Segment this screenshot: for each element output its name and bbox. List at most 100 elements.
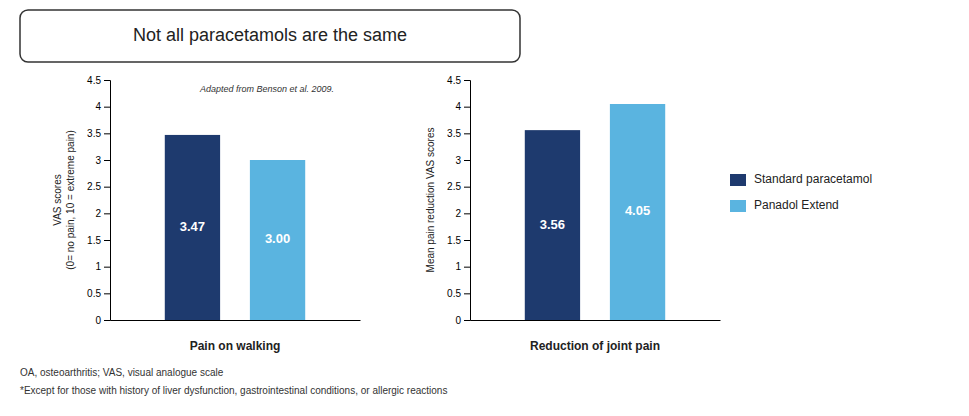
y-tick-mark bbox=[104, 240, 110, 241]
title-box: Not all paracetamols are the same bbox=[20, 10, 520, 62]
legend-swatch bbox=[730, 200, 746, 212]
y-tick-mark bbox=[464, 240, 470, 241]
data-labels: 3.56 4.05 bbox=[540, 203, 650, 231]
y-tick-label: 4.5 bbox=[87, 75, 101, 86]
y-axis-line bbox=[464, 81, 471, 321]
x-axis-title: Reduction of joint pain bbox=[530, 339, 660, 353]
y-tick-label: 3 bbox=[95, 155, 101, 166]
y-tick-mark bbox=[464, 267, 470, 268]
y-tick-label: 3.5 bbox=[87, 128, 101, 139]
y-tick: 1.5 bbox=[447, 235, 470, 246]
y-tick-mark bbox=[104, 267, 110, 268]
bars bbox=[165, 135, 305, 320]
legend-item: Standard paracetamol bbox=[730, 172, 872, 186]
y-tick: 4 bbox=[95, 101, 110, 112]
annotation: Adapted from Benson et al. 2009. bbox=[199, 84, 334, 94]
data-label: 3.47 bbox=[180, 219, 205, 234]
x-axis-line bbox=[111, 320, 361, 321]
y-tick-label: 0.5 bbox=[87, 288, 101, 299]
y-axis: 0 0.5 1 1.5 2 2.5 3 3.5 4 4.5 bbox=[87, 75, 110, 326]
y-tick-mark bbox=[104, 187, 110, 188]
bars bbox=[525, 104, 665, 320]
y-tick-label: 0 bbox=[95, 315, 101, 326]
y-tick-mark bbox=[104, 213, 110, 214]
y-tick: 4 bbox=[455, 101, 470, 112]
y-tick-label: 1 bbox=[95, 261, 101, 272]
y-tick: 3 bbox=[95, 155, 110, 166]
y-tick: 0.5 bbox=[447, 288, 470, 299]
bar bbox=[165, 135, 220, 320]
title: Not all paracetamols are the same bbox=[133, 25, 407, 45]
y-axis: 0 0.5 1 1.5 2 2.5 3 3.5 4 4.5 bbox=[447, 75, 470, 326]
y-tick: 3.5 bbox=[87, 128, 110, 139]
bar bbox=[525, 130, 580, 320]
y-axis-title: Mean pain reduction VAS scores bbox=[425, 128, 436, 273]
data-label: 3.56 bbox=[540, 217, 565, 232]
y-tick: 3 bbox=[455, 155, 470, 166]
y-tick-mark bbox=[464, 187, 470, 188]
y-tick-mark bbox=[464, 320, 470, 321]
chart-root: Not all paracetamols are the same 0 0.5 1 1.… bbox=[0, 0, 969, 416]
data-label: 3.00 bbox=[265, 231, 290, 246]
bar bbox=[610, 104, 665, 320]
y-tick: 1 bbox=[455, 261, 470, 272]
y-axis-title: VAS scores(0= no pain, 10 = extreme pain… bbox=[52, 130, 76, 270]
y-tick: 2 bbox=[95, 208, 110, 219]
legend: Standard paracetamol Panadol Extend bbox=[730, 172, 872, 212]
y-axis-title-line: VAS scores bbox=[52, 174, 63, 226]
x-axis-title: Pain on walking bbox=[190, 339, 281, 353]
legend-item: Panadol Extend bbox=[730, 198, 839, 212]
y-tick-mark bbox=[464, 133, 470, 134]
legend-label: Standard paracetamol bbox=[754, 172, 872, 186]
y-tick: 0 bbox=[95, 315, 110, 326]
y-tick: 3.5 bbox=[447, 128, 470, 139]
y-tick: 1 bbox=[95, 261, 110, 272]
y-tick-label: 2.5 bbox=[87, 181, 101, 192]
y-tick-mark bbox=[464, 213, 470, 214]
y-tick-label: 2.5 bbox=[447, 181, 461, 192]
y-tick: 2 bbox=[455, 208, 470, 219]
y-tick-mark bbox=[104, 293, 110, 294]
data-label: 4.05 bbox=[625, 203, 650, 218]
y-tick-label: 1.5 bbox=[87, 235, 101, 246]
y-tick-mark bbox=[464, 107, 470, 108]
data-labels: 3.47 3.00 bbox=[180, 219, 290, 247]
y-tick-label: 1 bbox=[455, 261, 461, 272]
y-tick-label: 2 bbox=[455, 208, 461, 219]
y-tick-label: 0 bbox=[455, 315, 461, 326]
y-axis-line bbox=[104, 81, 111, 321]
y-tick: 4.5 bbox=[87, 75, 110, 86]
y-tick-label: 4 bbox=[95, 101, 101, 112]
title-frame bbox=[20, 10, 520, 62]
y-tick: 4.5 bbox=[447, 75, 470, 86]
y-tick-mark bbox=[104, 80, 110, 81]
y-tick-label: 1.5 bbox=[447, 235, 461, 246]
footnote: *Except for those with history of liver … bbox=[20, 385, 447, 396]
plot: 0 0.5 1 1.5 2 2.5 3 3.5 4 4.5 3.56 4.05 Reduction of… bbox=[425, 75, 721, 353]
y-tick-label: 3.5 bbox=[447, 128, 461, 139]
y-tick-label: 3 bbox=[455, 155, 461, 166]
x-axis bbox=[471, 320, 721, 322]
x-axis-line bbox=[471, 320, 721, 321]
y-tick: 2.5 bbox=[87, 181, 110, 192]
y-tick: 0 bbox=[455, 315, 470, 326]
legend-label: Panadol Extend bbox=[754, 198, 839, 212]
y-tick-mark bbox=[464, 293, 470, 294]
y-tick-label: 0.5 bbox=[447, 288, 461, 299]
y-axis-title-line: (0= no pain, 10 = extreme pain) bbox=[65, 130, 76, 270]
y-tick-mark bbox=[104, 133, 110, 134]
y-tick: 2.5 bbox=[447, 181, 470, 192]
y-tick-mark bbox=[104, 320, 110, 321]
y-tick-mark bbox=[464, 80, 470, 81]
y-tick-label: 4.5 bbox=[447, 75, 461, 86]
y-tick-mark bbox=[104, 160, 110, 161]
y-axis-title-line: Mean pain reduction VAS scores bbox=[425, 128, 436, 273]
y-tick-label: 2 bbox=[95, 208, 101, 219]
y-tick-label: 4 bbox=[455, 101, 461, 112]
plot: 0 0.5 1 1.5 2 2.5 3 3.5 4 4.5 3.47 3.00 Pain on walk… bbox=[52, 75, 361, 353]
y-tick-mark bbox=[464, 160, 470, 161]
legend-swatch bbox=[730, 174, 746, 186]
y-tick: 1.5 bbox=[87, 235, 110, 246]
y-tick: 0.5 bbox=[87, 288, 110, 299]
y-tick-mark bbox=[104, 107, 110, 108]
